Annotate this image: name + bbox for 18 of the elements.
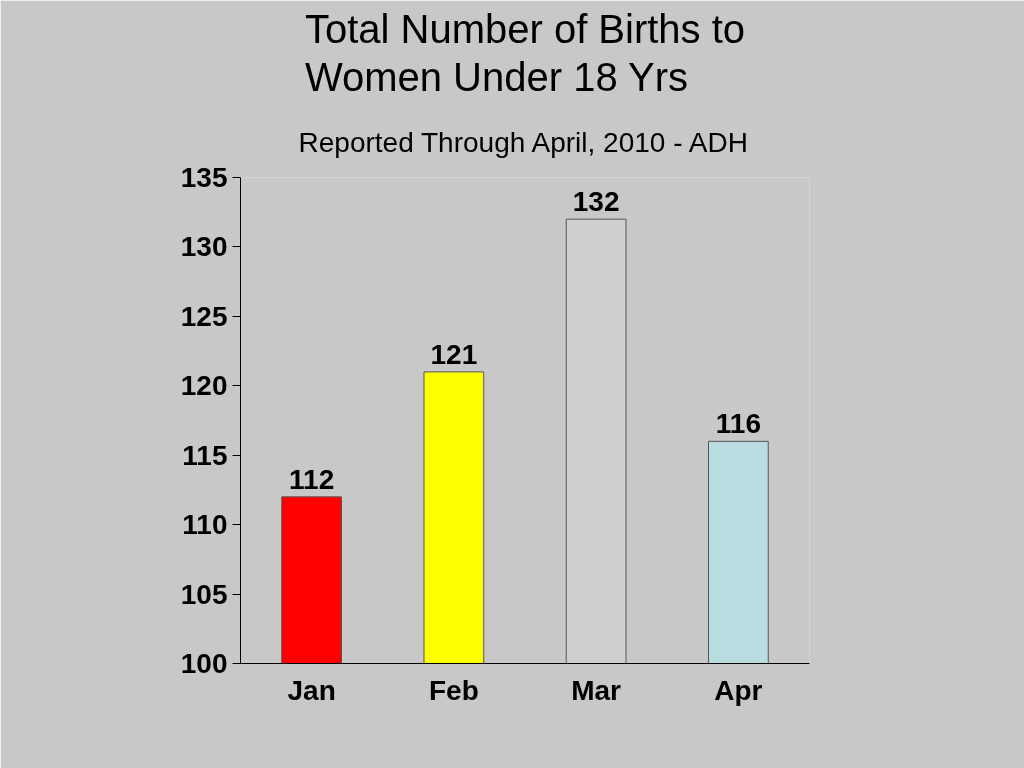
x-tick-label: Jan (287, 674, 336, 706)
chart-subtitle: Reported Through April, 2010 - ADH (298, 126, 748, 158)
x-tick-label: Mar (571, 674, 622, 706)
data-label: 116 (715, 408, 761, 440)
y-tick-label: 105 (180, 578, 228, 610)
data-label: 132 (572, 186, 620, 218)
y-tick-label: 125 (180, 300, 228, 332)
data-label: 121 (430, 338, 478, 370)
y-tick-label: 100 (180, 648, 228, 679)
y-tick-label: 130 (180, 231, 228, 263)
data-label: 112 (289, 463, 335, 495)
x-tick-label: Feb (428, 674, 479, 706)
y-tick-label: 135 (180, 162, 228, 193)
y-tick-label: 115 (182, 439, 228, 471)
y-tick-label: 120 (180, 370, 228, 402)
chart-title: Total Number of Births to Women Under 18 Yrs (304, 7, 746, 100)
y-tick-label: 110 (182, 509, 228, 541)
x-tick-label: Apr (714, 674, 763, 706)
